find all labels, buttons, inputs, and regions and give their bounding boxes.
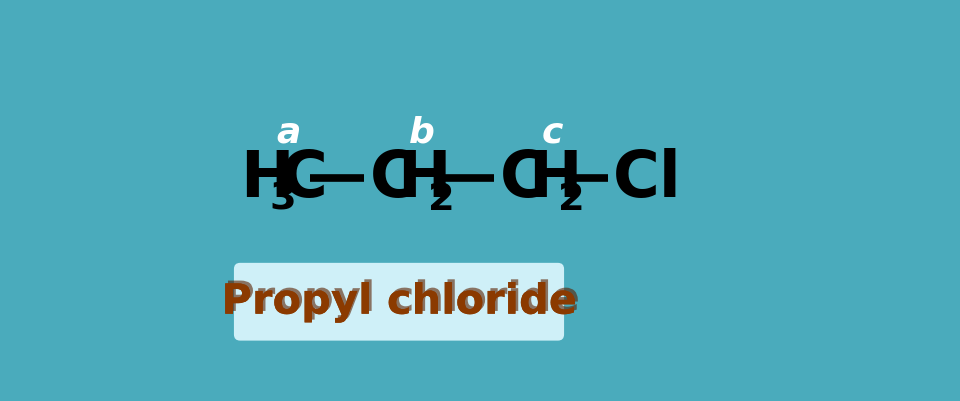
- Text: 3: 3: [270, 182, 297, 217]
- Text: C: C: [370, 148, 417, 210]
- Text: H: H: [240, 148, 294, 210]
- Text: 2: 2: [558, 182, 585, 217]
- Text: 2: 2: [427, 182, 454, 217]
- Text: a: a: [276, 115, 301, 150]
- Text: H: H: [397, 148, 451, 210]
- Text: b: b: [409, 115, 435, 150]
- Text: Cl: Cl: [612, 148, 682, 210]
- FancyBboxPatch shape: [234, 263, 564, 341]
- Text: C: C: [280, 148, 327, 210]
- Text: C: C: [500, 148, 546, 210]
- Text: Propyl chloride: Propyl chloride: [222, 281, 577, 323]
- Text: H: H: [528, 148, 581, 210]
- Text: c: c: [541, 115, 564, 150]
